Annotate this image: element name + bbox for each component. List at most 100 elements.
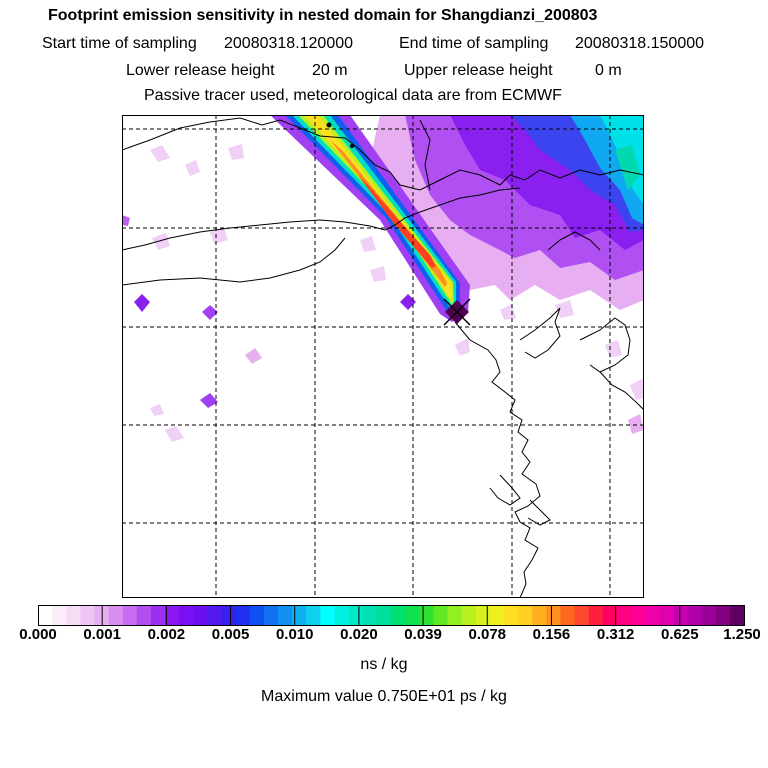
colorbar-tick-label: 0.002 <box>147 626 186 643</box>
speckle <box>150 145 170 162</box>
colorbar-swatch <box>235 605 251 626</box>
info-text: Passive tracer used, meteorological data… <box>144 87 562 104</box>
colorbar-swatch <box>263 605 279 626</box>
coastlines <box>122 117 644 598</box>
city-dot <box>326 122 332 128</box>
speckle <box>400 294 416 310</box>
colorbar-swatch <box>645 605 660 626</box>
colorbar-tick-label: 0.625 <box>661 626 699 643</box>
colorbar-swatch <box>433 605 449 626</box>
plume-band-red <box>358 175 436 268</box>
coastline-bay <box>579 317 631 373</box>
colorbar-swatch <box>38 605 53 626</box>
colorbar-tick-label: 1.250 <box>723 626 761 643</box>
colorbar-swatch <box>52 605 67 626</box>
colorbar-swatch <box>193 605 209 626</box>
colorbar-swatch <box>631 605 646 626</box>
colorbar-swatch <box>461 605 477 626</box>
speckle <box>228 144 244 160</box>
speckle <box>152 233 170 250</box>
speckle <box>245 348 262 364</box>
colorbar-swatch <box>560 605 576 626</box>
city-dot <box>350 144 354 148</box>
speckle <box>200 393 218 408</box>
speckle <box>360 236 376 252</box>
colorbar-swatch <box>673 605 689 626</box>
colorbar-tick-label: 0.156 <box>532 626 571 643</box>
colorbar-swatch <box>306 605 321 626</box>
colorbar-swatch <box>532 605 547 626</box>
border-line <box>122 219 396 251</box>
upper-value: 0 m <box>595 62 622 79</box>
end-value: 20080318.150000 <box>575 35 705 52</box>
border-line <box>419 119 431 191</box>
colorbar-swatch <box>207 605 223 626</box>
plume-band-teal <box>292 115 456 310</box>
tracer-speckles <box>122 144 644 442</box>
colorbar-swatch <box>362 605 378 626</box>
border-line <box>122 237 346 286</box>
colorbar-swatch <box>292 605 307 626</box>
colorbar-swatch <box>489 605 505 626</box>
colorbar-swatch <box>546 605 562 626</box>
speckle <box>150 404 164 416</box>
figure-title: Footprint emission sensitivity in nested… <box>48 7 598 24</box>
speckle <box>134 294 150 312</box>
tracer-field-teal <box>615 145 640 190</box>
speckle <box>122 215 130 226</box>
coastline-peninsula <box>519 307 561 359</box>
colorbar-swatch <box>136 605 152 626</box>
speckle <box>555 300 574 318</box>
colorbar-tick-label: 0.010 <box>275 626 314 643</box>
colorbar-swatch <box>405 605 420 626</box>
colorbar-swatch <box>729 605 745 626</box>
colorbar-swatch <box>701 605 717 626</box>
colorbar-swatch <box>475 605 491 626</box>
colorbar-tick-label: 0.039 <box>404 626 442 643</box>
colorbar-swatch <box>179 605 194 626</box>
colorbar-swatch <box>602 605 618 626</box>
colorbar-tick-label: 0.312 <box>596 626 635 643</box>
colorbar-swatch <box>518 605 533 626</box>
colorbar-swatch <box>320 605 336 626</box>
end-label: End time of sampling <box>399 35 549 52</box>
speckle <box>455 338 470 356</box>
lower-value: 20 m <box>312 62 348 79</box>
island-outline <box>489 474 521 506</box>
colorbar-tick-label: 0.078 <box>468 626 507 643</box>
plume-band-purple <box>270 115 470 322</box>
colorbar <box>38 605 745 626</box>
speckle <box>370 266 386 282</box>
start-value: 20080318.120000 <box>224 35 354 52</box>
colorbar-swatch <box>391 605 406 626</box>
colorbar-swatch <box>659 605 674 626</box>
colorbar-swatch <box>80 605 96 626</box>
colorbar-swatch <box>574 605 590 626</box>
colorbar-units: ns / kg <box>360 656 408 673</box>
colorbar-swatch <box>447 605 463 626</box>
colorbar-swatch <box>249 605 265 626</box>
colorbar-swatch <box>503 605 519 626</box>
lower-label: Lower release height <box>126 62 275 79</box>
tracer-field <box>370 115 644 310</box>
colorbar-tick-label: 0.020 <box>340 626 378 643</box>
start-label: Start time of sampling <box>42 35 197 52</box>
colorbar-swatch <box>376 605 392 626</box>
speckle <box>210 228 228 244</box>
map-panel <box>122 115 644 598</box>
colorbar-swatch <box>715 605 731 626</box>
maximum-value: Maximum value 0.750E+01 ps / kg <box>261 688 507 705</box>
map-frame <box>122 115 644 598</box>
receptor-marker <box>443 298 471 326</box>
colorbar-swatch <box>687 605 703 626</box>
colorbar-swatch <box>334 605 350 626</box>
colorbar-swatch <box>150 605 166 626</box>
coastline-south <box>599 371 644 411</box>
colorbar-swatch <box>588 605 604 626</box>
upper-label: Upper release height <box>404 62 553 79</box>
border-line <box>394 187 521 226</box>
colorbar-swatch <box>221 605 237 626</box>
graticule <box>122 115 644 598</box>
colorbar-swatch <box>348 605 364 626</box>
